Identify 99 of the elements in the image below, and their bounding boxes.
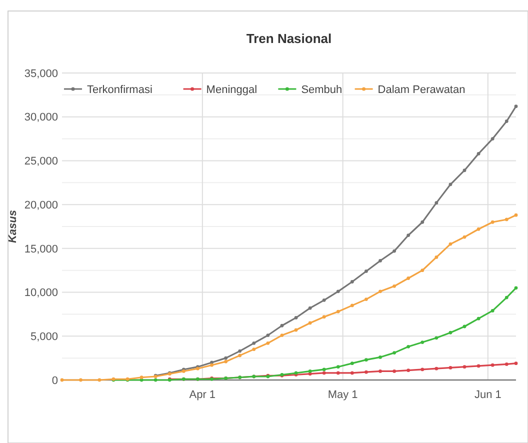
point [336,310,340,314]
y-tick-label: 10,000 [24,287,58,300]
point [280,324,284,328]
point [140,376,144,380]
point [434,201,438,205]
point [504,218,508,222]
legend-label: Sembuh [301,84,342,96]
point [378,290,382,294]
y-tick-label: 25,000 [24,156,58,168]
point [210,360,214,364]
point [462,235,466,239]
y-tick-label: 0 [52,374,58,387]
point [406,234,410,237]
point [434,366,438,370]
chart-title: Tren Nasional [246,31,332,46]
point [336,371,340,375]
point [476,364,480,368]
point [79,378,82,382]
point [378,355,382,359]
point [504,362,508,366]
point [252,348,256,351]
point [448,330,452,334]
point [154,378,158,382]
point [490,220,494,224]
point [476,227,480,231]
point [406,368,410,372]
point [378,259,382,262]
point [98,378,102,382]
point [350,304,354,308]
point [420,340,424,344]
point [406,276,410,280]
y-tick-label: 5,000 [30,330,58,343]
point [322,371,326,375]
point [238,349,242,353]
legend-label: Dalam Perawatan [378,84,466,96]
point [378,370,382,373]
y-tick-label: 30,000 [24,112,58,124]
point [434,256,438,259]
point [266,334,270,337]
point [514,286,518,290]
point [364,358,368,362]
x-tick-label: Apr 1 [189,389,216,401]
point [462,324,466,328]
point [392,249,396,253]
point [420,368,424,372]
point [252,341,256,345]
point [210,363,214,367]
point [336,290,340,294]
point [364,298,368,302]
point [294,328,298,332]
point [448,366,452,370]
point [364,370,368,374]
point [462,365,466,369]
point [514,213,518,217]
point [60,378,64,382]
point [350,371,354,375]
point [514,104,518,108]
point [448,182,452,186]
point [224,360,228,364]
point [322,315,326,319]
point [406,344,410,348]
point [224,356,228,360]
y-tick-label: 35,000 [24,68,58,80]
point [350,362,354,366]
point [322,298,326,302]
legend-label: Terkonfirmasi [87,84,152,96]
point [322,368,326,372]
legend-label: Meninggal [206,84,258,96]
x-tick-label: May 1 [328,389,358,401]
point [364,270,368,273]
point [308,321,312,325]
point [336,365,340,369]
point [490,363,494,367]
point [514,362,518,366]
point [308,306,312,310]
point [294,316,298,320]
point [448,242,452,246]
point [420,268,424,272]
point [490,309,494,312]
y-tick-label: 20,000 [24,199,58,212]
point [392,351,396,355]
point [308,370,312,373]
y-axis-title: Kasus [7,210,19,244]
point [350,280,354,284]
point [392,370,396,373]
point [280,334,284,337]
point [462,168,466,172]
point [420,220,424,224]
point [476,152,480,156]
point [504,296,508,300]
point [266,341,270,345]
point [392,284,396,288]
point [434,336,438,340]
point [238,354,242,358]
point [476,316,480,320]
point [504,120,508,123]
x-tick-label: Jun 1 [474,389,502,401]
point [490,137,494,140]
y-tick-label: 15,000 [24,243,58,256]
